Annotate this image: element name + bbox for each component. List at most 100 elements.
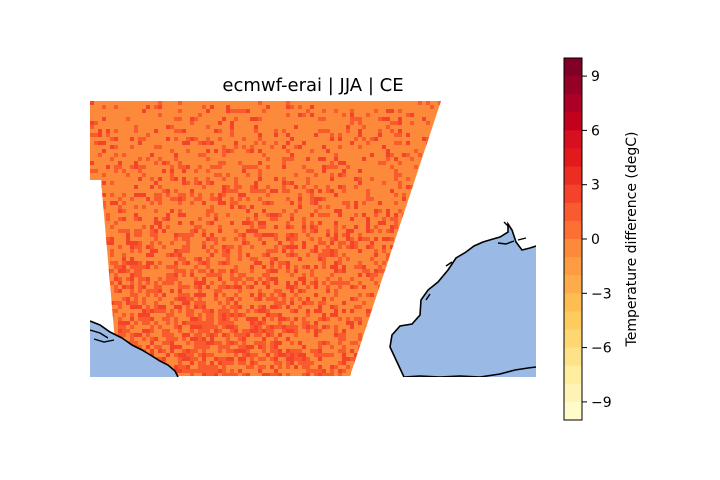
field-cell (386, 329, 390, 333)
field-cell (266, 233, 270, 237)
field-cell (210, 361, 214, 365)
field-cell (210, 253, 214, 257)
field-cell (306, 313, 310, 317)
field-cell (246, 365, 250, 369)
field-cell (378, 161, 382, 165)
field-cell (314, 321, 318, 325)
field-cell (166, 313, 170, 317)
field-cell (394, 201, 398, 205)
field-cell (182, 169, 186, 173)
field-cell (330, 365, 334, 369)
field-cell (334, 109, 338, 113)
field-cell (258, 233, 262, 237)
field-cell (390, 217, 394, 221)
field-cell (270, 277, 274, 281)
field-cell (306, 369, 310, 373)
field-cell (366, 217, 370, 221)
field-cell (102, 289, 106, 293)
field-cell (326, 129, 330, 133)
field-cell (150, 153, 154, 157)
field-cell (178, 365, 182, 369)
field-cell (158, 197, 162, 201)
field-cell (158, 225, 162, 229)
field-cell (246, 345, 250, 349)
field-cell (194, 181, 198, 185)
field-cell (262, 273, 266, 277)
field-cell (106, 217, 110, 221)
field-cell (190, 229, 194, 233)
field-cell (194, 225, 198, 229)
field-cell (122, 333, 126, 337)
field-cell (402, 197, 406, 201)
field-cell (302, 217, 306, 221)
field-cell (154, 145, 158, 149)
field-cell (398, 181, 402, 185)
field-cell (286, 225, 290, 229)
field-cell (274, 213, 278, 217)
field-cell (138, 193, 142, 197)
field-cell (354, 353, 358, 357)
field-cell (126, 329, 130, 333)
field-cell (282, 157, 286, 161)
field-cell (134, 129, 138, 133)
field-cell (214, 325, 218, 329)
field-cell (174, 117, 178, 121)
field-cell (358, 357, 362, 361)
field-cell (394, 257, 398, 261)
field-cell (198, 281, 202, 285)
field-cell (414, 273, 418, 277)
field-cell (106, 213, 110, 217)
field-cell (230, 305, 234, 309)
field-cell (370, 365, 374, 369)
field-cell (218, 329, 222, 333)
field-cell (174, 365, 178, 369)
field-cell (354, 185, 358, 189)
field-cell (182, 293, 186, 297)
field-cell (142, 329, 146, 333)
field-cell (290, 181, 294, 185)
field-cell (366, 197, 370, 201)
field-cell (226, 357, 230, 361)
field-cell (362, 269, 366, 273)
field-cell (166, 189, 170, 193)
field-cell (178, 193, 182, 197)
field-cell (190, 361, 194, 365)
field-cell (390, 109, 394, 113)
field-cell (254, 341, 258, 345)
field-cell (202, 141, 206, 145)
field-cell (298, 357, 302, 361)
field-cell (122, 217, 126, 221)
field-cell (242, 361, 246, 365)
field-cell (354, 317, 358, 321)
field-cell (110, 181, 114, 185)
field-cell (146, 345, 150, 349)
field-cell (230, 361, 234, 365)
field-cell (142, 205, 146, 209)
field-cell (282, 261, 286, 265)
field-cell (206, 209, 210, 213)
field-cell (118, 317, 122, 321)
field-cell (246, 277, 250, 281)
field-cell (358, 361, 362, 365)
field-cell (278, 317, 282, 321)
field-cell (94, 297, 98, 301)
coastline-left-inlet (90, 329, 115, 343)
field-cell (118, 281, 122, 285)
field-cell (390, 321, 394, 325)
field-cell (358, 265, 362, 269)
field-cell (354, 241, 358, 245)
colorbar-bands (564, 58, 582, 421)
field-cell (394, 173, 398, 177)
field-cell (254, 257, 258, 261)
field-cell (406, 245, 410, 249)
field-cell (390, 301, 394, 305)
field-cell (426, 137, 430, 141)
field-cell (166, 125, 170, 129)
field-cell (274, 269, 278, 273)
field-cell (230, 277, 234, 281)
field-cell (158, 157, 162, 161)
field-cell (366, 269, 370, 273)
field-cell (186, 313, 190, 317)
field-cell (130, 245, 134, 249)
field-cell (262, 305, 266, 309)
